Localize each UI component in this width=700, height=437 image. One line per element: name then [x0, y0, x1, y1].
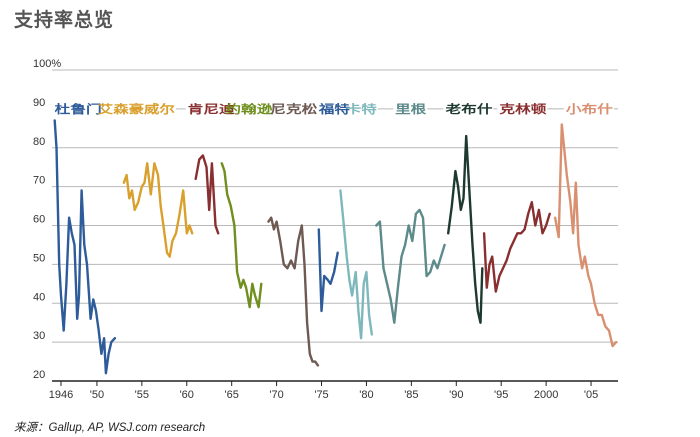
- president-label: 约翰逊: [225, 102, 273, 116]
- source-note: 来源：Gallup, AP, WSJ.com research: [14, 422, 206, 434]
- y-tick-label: 40: [33, 291, 45, 303]
- president-label: 艾森豪威尔: [98, 102, 176, 116]
- series-line-3: [194, 154, 220, 235]
- president-label: 福特: [317, 102, 350, 116]
- series-lines: [53, 119, 618, 375]
- x-tick-label: '75: [314, 389, 328, 401]
- y-tick-label: 30: [33, 330, 45, 342]
- y-tick-label: 80: [33, 136, 45, 148]
- series-line-1: [53, 119, 117, 375]
- y-tick-label: 70: [33, 175, 45, 187]
- x-tick-label: 2000: [534, 389, 558, 401]
- x-tick-label: '50: [90, 389, 104, 401]
- x-tick-label: '05: [584, 389, 598, 401]
- y-tick-label: 60: [33, 214, 45, 226]
- series-line-4: [220, 162, 263, 309]
- x-axis: 1946 '50 '55 '60 '65 '70 '75 '80 '85 '90 '95 2000 '0…: [49, 380, 618, 401]
- x-tick-label: 1946: [49, 389, 73, 401]
- y-axis-labels: 20 30 40 50 60 70 80 90 100%: [33, 58, 61, 381]
- grid-lines: [52, 69, 618, 382]
- y-tick-label: 20: [33, 369, 45, 381]
- series-line-6: [317, 228, 339, 313]
- series-line-5: [267, 216, 320, 367]
- president-label: 杜鲁门: [55, 102, 102, 116]
- x-tick-label: '90: [449, 389, 463, 401]
- president-label: 里根: [395, 102, 427, 116]
- x-tick-label: '80: [359, 389, 373, 401]
- president-label: 卡特: [346, 102, 378, 116]
- x-tick-label: '65: [225, 389, 239, 401]
- president-label: 克林顿: [498, 102, 547, 116]
- series-line-11: [553, 123, 618, 348]
- series-line-2: [122, 162, 194, 258]
- president-label: 老布什: [444, 102, 493, 116]
- x-tick-label: '60: [180, 389, 194, 401]
- president-label: 尼克松: [270, 102, 318, 116]
- series-line-7: [339, 189, 373, 340]
- y-tick-label: 50: [33, 252, 45, 264]
- y-tick-label: 100%: [33, 58, 61, 70]
- x-tick-label: '85: [404, 389, 418, 401]
- chart-title: 支持率总览: [14, 9, 115, 31]
- x-tick-label: '95: [494, 389, 508, 401]
- president-label: 肯尼迪: [188, 102, 236, 116]
- series-line-8: [375, 208, 446, 324]
- x-tick-label: '70: [269, 389, 283, 401]
- series-line-9: [447, 134, 484, 324]
- series-line-10: [482, 201, 551, 293]
- x-tick-label: '55: [135, 389, 149, 401]
- president-label: 小布什: [565, 102, 614, 116]
- y-tick-label: 90: [33, 97, 45, 109]
